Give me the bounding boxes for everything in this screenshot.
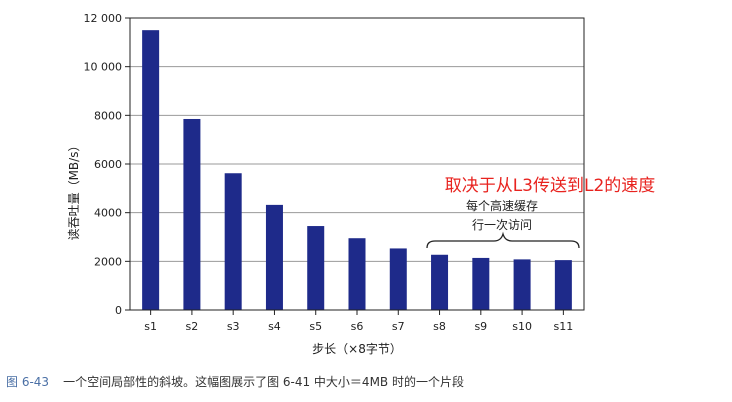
x-tick-label-s7: s7 — [392, 320, 405, 333]
y-tick-label: 6000 — [94, 158, 122, 171]
bar-s11 — [554, 260, 572, 310]
bar-s10 — [513, 259, 531, 310]
x-tick-label-s8: s8 — [433, 320, 446, 333]
bar-s2 — [183, 118, 201, 310]
x-tick-label-s1: s1 — [144, 320, 157, 333]
bar-s4 — [265, 204, 283, 310]
annotation-brace-line2: 行一次访问 — [472, 218, 532, 232]
annotation-brace-line1: 每个高速缓存 — [466, 198, 538, 213]
figure-caption: 图 6-43 一个空间局部性的斜坡。这幅图展示了图 6-41 中大小＝4MB 时的… — [6, 373, 726, 390]
curly-brace — [426, 231, 580, 249]
x-tick-label-s4: s4 — [268, 320, 281, 333]
x-tick-label-s3: s3 — [227, 320, 240, 333]
axis-layer: 0 2000 4000 6000 8000 10 000 12 000 s1 s2 s3 s4 s5 s… — [84, 12, 585, 333]
bar-s7 — [389, 248, 407, 310]
bar-s5 — [307, 226, 325, 310]
bar-s1 — [142, 30, 160, 311]
x-tick-label-s10: s10 — [512, 320, 532, 333]
x-tick-label-s2: s2 — [186, 320, 199, 333]
y-tick-label: 0 — [115, 304, 122, 317]
bar-s3 — [224, 173, 242, 310]
x-tick-label-s11: s11 — [553, 320, 573, 333]
bar-s9 — [472, 257, 490, 310]
y-tick-label: 2000 — [94, 255, 122, 268]
x-tick-label-s5: s5 — [309, 320, 322, 333]
bar-layer — [142, 30, 572, 311]
figure-caption-text: 一个空间局部性的斜坡。这幅图展示了图 6-41 中大小＝4MB 时的一个片段 — [63, 375, 464, 389]
figure-number: 图 6-43 — [6, 375, 50, 389]
bar-s8 — [431, 254, 449, 310]
annotation-red-note: 取决于从L3传送到L2的速度 — [445, 176, 656, 196]
y-tick-label: 10 000 — [84, 61, 123, 74]
y-tick-label: 12 000 — [84, 12, 123, 25]
y-tick-label: 4000 — [94, 207, 122, 220]
y-axis-title: 读吞吐量（MB/s） — [67, 140, 81, 241]
x-tick-label-s6: s6 — [351, 320, 364, 333]
y-tick-label: 8000 — [94, 109, 122, 122]
x-tick-label-s9: s9 — [474, 320, 487, 333]
x-axis-title: 步长（×8字节） — [312, 341, 402, 356]
bar-s6 — [348, 238, 366, 310]
